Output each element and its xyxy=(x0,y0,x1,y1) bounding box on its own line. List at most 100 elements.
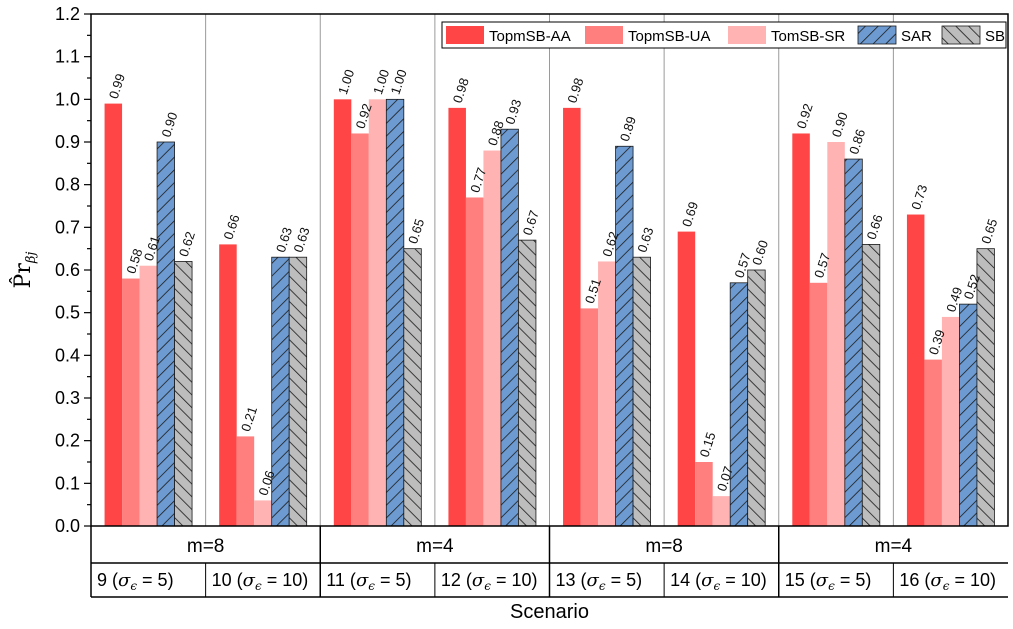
data-label: 0.65 xyxy=(405,217,427,246)
data-label: 0.52 xyxy=(961,272,983,301)
bar xyxy=(403,248,422,527)
data-label: 0.69 xyxy=(679,200,701,229)
y-tick-label: 0.1 xyxy=(55,473,80,493)
legend-label: TomSB-SR xyxy=(771,28,845,45)
data-label: 0.73 xyxy=(908,183,930,212)
bar xyxy=(747,269,766,527)
data-label: 0.67 xyxy=(520,208,542,237)
bar xyxy=(174,261,193,527)
legend-label: SAR xyxy=(901,28,932,45)
data-label: 0.62 xyxy=(176,230,198,259)
legend-label: TopmSB-UA xyxy=(628,28,711,45)
data-label: 0.90 xyxy=(829,110,851,139)
scenario-label: 10 (σϵ = 10) xyxy=(212,570,309,593)
scenario-label: 11 (σϵ = 5) xyxy=(326,570,411,593)
bar xyxy=(861,243,881,527)
data-label: 1.00 xyxy=(370,68,392,97)
bar xyxy=(104,103,123,526)
data-label: 0.51 xyxy=(582,277,604,306)
bar xyxy=(385,98,405,527)
data-label: 0.92 xyxy=(794,102,816,131)
scenario-label: 13 (σϵ = 5) xyxy=(556,570,643,593)
bar xyxy=(518,239,537,527)
bar xyxy=(236,436,255,526)
data-label: 0.58 xyxy=(123,247,145,276)
scenario-label: 9 (σϵ = 5) xyxy=(97,570,174,593)
data-label: 0.93 xyxy=(502,97,524,126)
bar xyxy=(598,261,616,526)
bar xyxy=(219,244,237,526)
grid-lines xyxy=(205,14,894,526)
data-label: 0.63 xyxy=(634,225,656,254)
y-tick-label: 0.5 xyxy=(55,303,80,323)
data-label: 0.99 xyxy=(106,72,128,101)
scenario-label: 12 (σϵ = 10) xyxy=(441,570,538,593)
bar xyxy=(333,99,352,526)
bar xyxy=(465,197,484,526)
bar xyxy=(580,308,599,526)
bar xyxy=(844,158,863,527)
data-label: 0.61 xyxy=(141,234,163,263)
bar xyxy=(254,500,272,526)
legend-swatch xyxy=(857,25,897,45)
bar xyxy=(288,256,308,527)
bar xyxy=(563,107,581,526)
data-label: 0.39 xyxy=(926,328,948,357)
scenario-label: 14 (σϵ = 10) xyxy=(670,570,767,593)
data-label: 0.07 xyxy=(714,464,736,493)
data-label: 0.98 xyxy=(450,76,472,105)
bar xyxy=(729,282,749,527)
data-label: 0.15 xyxy=(697,430,719,459)
y-tick-label: 0.6 xyxy=(55,260,80,280)
data-label: 0.66 xyxy=(221,213,243,242)
y-tick-label: 1.0 xyxy=(55,89,80,109)
x-axis-label: Scenario xyxy=(510,601,589,623)
y-axis: 0.0 0.1 0.2 0.3 0.4 0.5 0.6 0.7 0.8 0.9 1.0 1.1 1.2 xyxy=(55,4,91,536)
data-label: 0.77 xyxy=(467,166,489,195)
legend-swatch xyxy=(728,26,766,44)
bar xyxy=(959,303,978,527)
bar xyxy=(924,359,942,526)
legend-box xyxy=(441,21,1007,49)
bar xyxy=(351,133,369,526)
scenario-label: 16 (σϵ = 10) xyxy=(899,570,996,593)
group-label: m=8 xyxy=(645,536,683,557)
bar xyxy=(483,150,501,527)
data-label: 0.21 xyxy=(238,405,260,434)
y-tick-label: 0.0 xyxy=(55,516,80,536)
data-label: 0.63 xyxy=(291,225,313,254)
legend-label: SB xyxy=(985,28,1005,45)
data-label: 1.00 xyxy=(335,68,357,97)
bar xyxy=(906,214,925,527)
bar xyxy=(976,248,995,527)
bar xyxy=(941,316,960,526)
data-label: 0.62 xyxy=(599,230,621,259)
bar xyxy=(368,99,387,526)
group-label: m=4 xyxy=(416,536,454,557)
group-label: m=8 xyxy=(187,536,225,557)
data-label: 0.88 xyxy=(485,119,507,148)
bar xyxy=(632,256,651,527)
y-tick-label: 0.2 xyxy=(55,431,80,451)
data-label: 0.66 xyxy=(864,213,886,242)
data-label: 0.90 xyxy=(158,110,180,139)
y-tick-label: 0.3 xyxy=(55,388,80,408)
data-label: 0.06 xyxy=(256,469,278,498)
data-label: 0.49 xyxy=(943,285,965,314)
bar xyxy=(695,462,713,526)
bar xyxy=(677,231,696,526)
legend-swatch xyxy=(446,26,484,44)
y-axis-label: P̂rβj xyxy=(10,252,39,289)
bars xyxy=(104,98,995,527)
legend: TopmSB-AA TopmSB-UA TomSB-SR SAR SB xyxy=(441,21,1007,49)
bar xyxy=(156,141,175,527)
scenario-label: 15 (σϵ = 5) xyxy=(785,570,872,593)
bar xyxy=(712,496,731,526)
bar xyxy=(448,107,466,526)
y-tick-label: 0.8 xyxy=(55,175,80,195)
bar xyxy=(615,145,634,527)
group-label: m=4 xyxy=(875,536,913,557)
bar xyxy=(139,265,158,526)
y-tick-label: 1.2 xyxy=(55,4,80,24)
